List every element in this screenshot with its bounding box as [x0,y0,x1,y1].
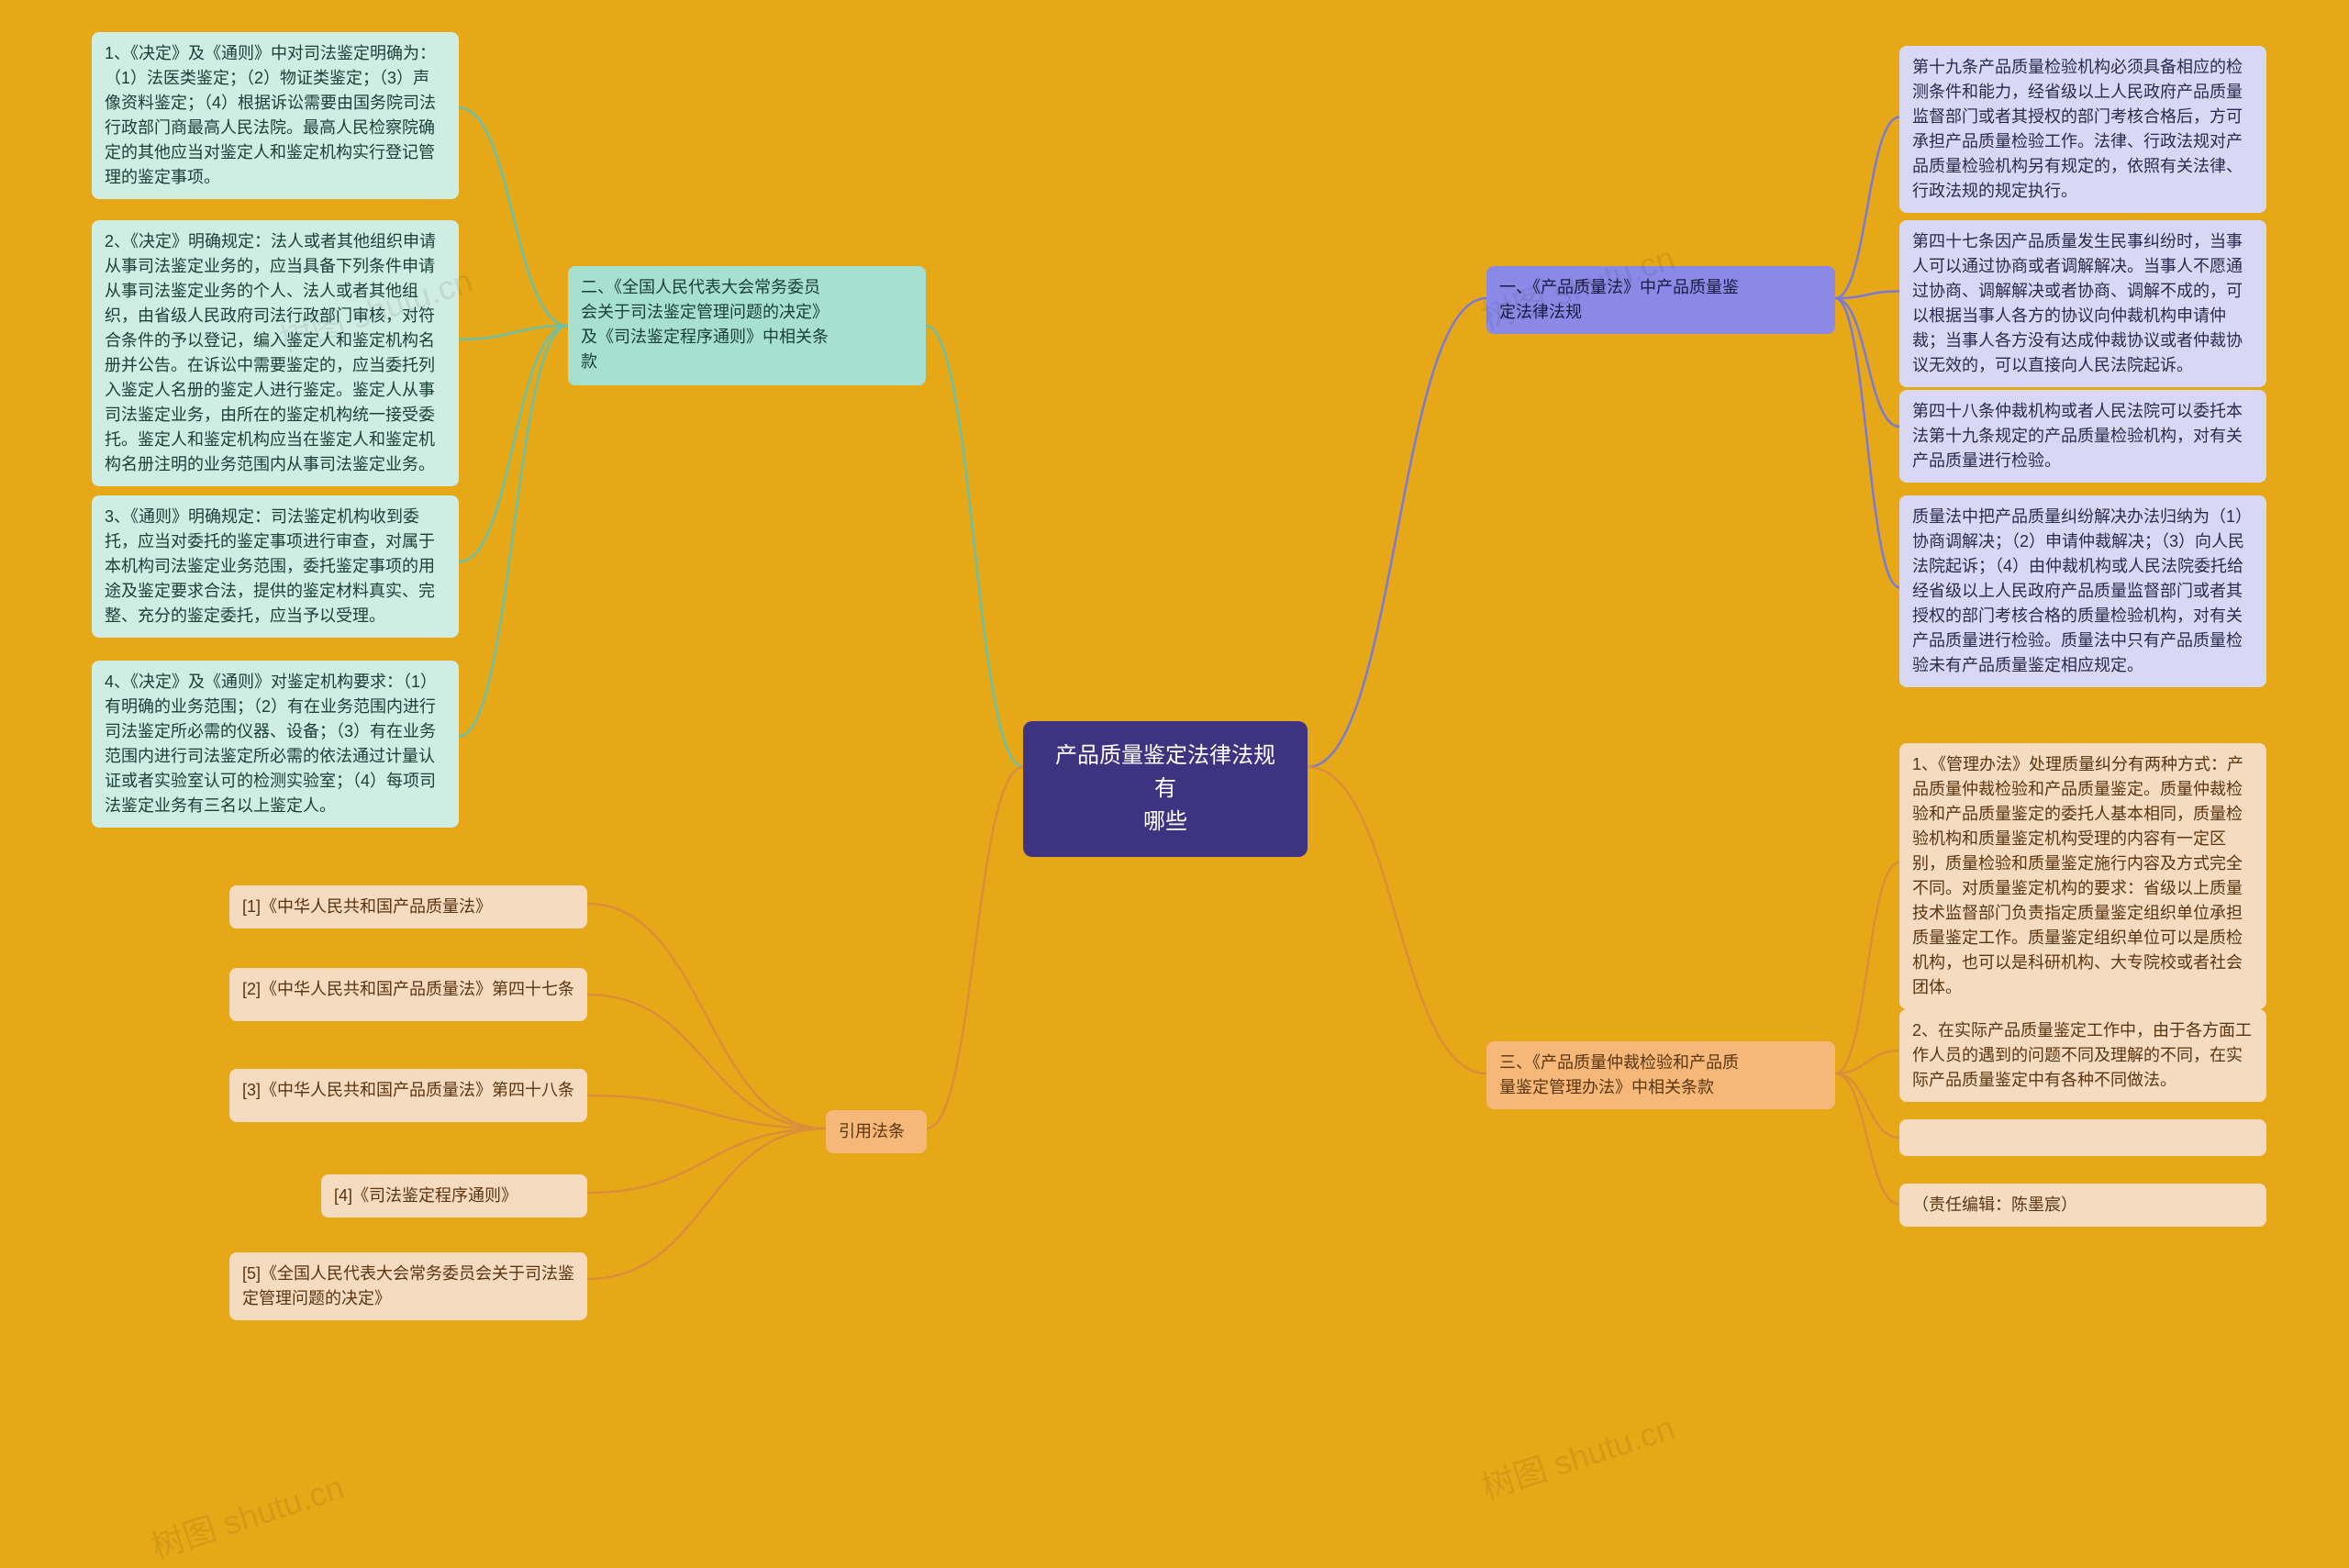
leaf-node: 第四十七条因产品质量发生民事纠纷时，当事人可以通过协商或者调解解决。当事人不愿通… [1899,220,2266,387]
leaf-node [1899,1119,2266,1156]
branch-node: 一、《产品质量法》中产品质量鉴定法律法规 [1486,266,1835,334]
leaf-node: （责任编辑：陈墨宸） [1899,1184,2266,1227]
watermark: 树图 shutu.cn [1475,1402,1679,1509]
root-node: 产品质量鉴定法律法规有哪些 [1023,721,1308,857]
leaf-node: [5]《全国人民代表大会常务委员会关于司法鉴定管理问题的决定》 [229,1252,587,1320]
leaf-node: 3、《通则》明确规定：司法鉴定机构收到委托，应当对委托的鉴定事项进行审查，对属于… [92,495,459,638]
leaf-node: 1、《管理办法》处理质量纠分有两种方式：产品质量仲裁检验和产品质量鉴定。质量仲裁… [1899,743,2266,1009]
leaf-node: [3]《中华人民共和国产品质量法》第四十八条 [229,1069,587,1122]
leaf-node: [4]《司法鉴定程序通则》 [321,1174,587,1218]
leaf-node: 质量法中把产品质量纠纷解决办法归纳为（1）协商调解决；（2）申请仲裁解决；（3）… [1899,495,2266,687]
leaf-node: 4、《决定》及《通则》对鉴定机构要求：（1）有明确的业务范围；（2）有在业务范围… [92,661,459,828]
watermark: 树图 shutu.cn [144,1462,349,1568]
leaf-node: 第十九条产品质量检验机构必须具备相应的检测条件和能力，经省级以上人民政府产品质量… [1899,46,2266,213]
leaf-node: 1、《决定》及《通则》中对司法鉴定明确为：（1）法医类鉴定；（2）物证类鉴定；（… [92,32,459,199]
leaf-node: 第四十八条仲裁机构或者人民法院可以委托本法第十九条规定的产品质量检验机构，对有关… [1899,390,2266,483]
branch-node: 引用法条 [826,1110,927,1153]
branch-node: 三、《产品质量仲裁检验和产品质量鉴定管理办法》中相关条款 [1486,1041,1835,1109]
branch-node: 二、《全国人民代表大会常务委员会关于司法鉴定管理问题的决定》及《司法鉴定程序通则… [568,266,926,385]
leaf-node: 2、在实际产品质量鉴定工作中，由于各方面工作人员的遇到的问题不同及理解的不同，在… [1899,1009,2266,1102]
leaf-node: [1]《中华人民共和国产品质量法》 [229,885,587,929]
leaf-node: 2、《决定》明确规定：法人或者其他组织申请从事司法鉴定业务的，应当具备下列条件申… [92,220,459,486]
leaf-node: [2]《中华人民共和国产品质量法》第四十七条 [229,968,587,1021]
